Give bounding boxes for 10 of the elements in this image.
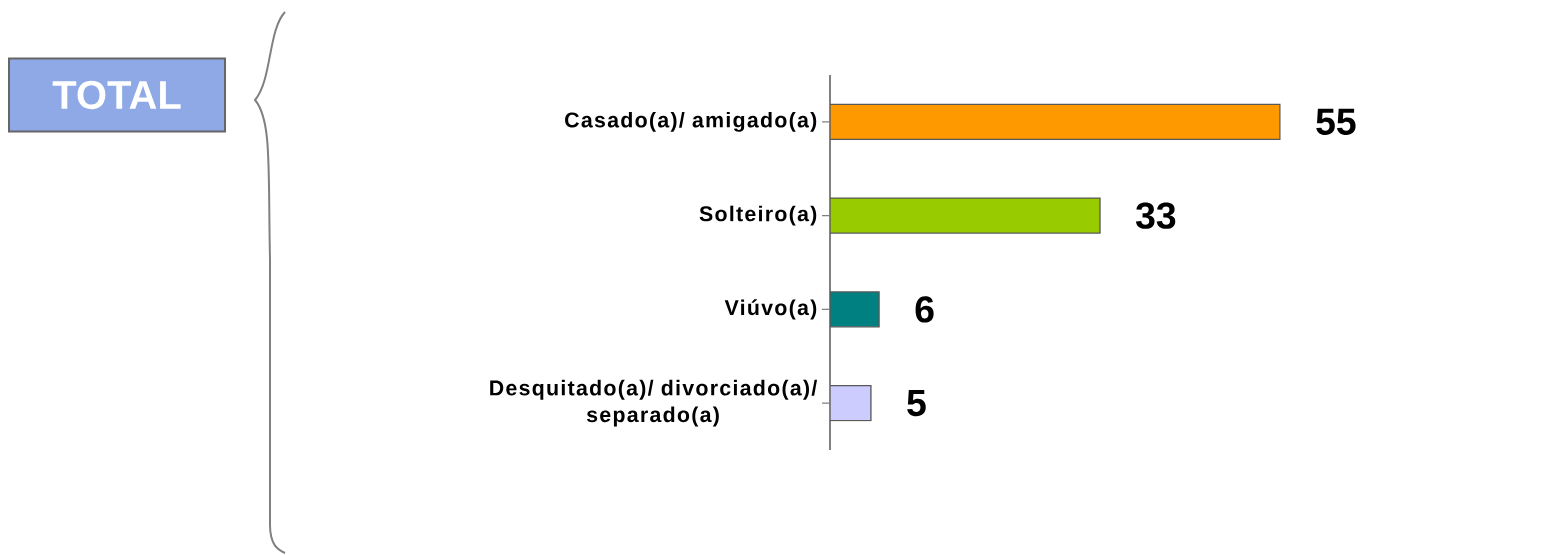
y-tick-label: Desquitado(a)/ divorciado(a)/ separado(a) [490, 379, 818, 427]
data-label: 5 [907, 390, 926, 417]
data-label: 55 [1316, 108, 1356, 135]
bar [830, 103, 1281, 141]
y-tick-label: Casado(a)/ amigado(a) [565, 111, 817, 132]
data-label: 33 [1135, 202, 1176, 229]
data-label: 6 [915, 296, 934, 323]
y-tick-label: Solteiro(a) [699, 205, 817, 226]
y-tick-label: Viúvo(a) [724, 299, 817, 320]
text: TOTAL [52, 80, 181, 110]
